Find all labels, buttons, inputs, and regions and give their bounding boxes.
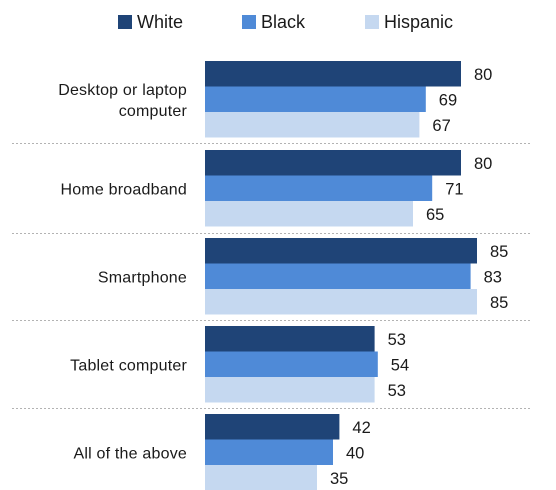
category-label-smartphone: Smartphone	[98, 269, 187, 286]
value-label-desktop-or-laptop-computer-hispanic: 67	[432, 117, 450, 135]
value-label-all-of-the-above-black: 40	[346, 444, 364, 462]
bar-all-of-the-above-white	[205, 414, 340, 440]
bar-home-broadband-hispanic	[205, 201, 413, 227]
legend-label-white: White	[137, 12, 183, 32]
bar-tablet-computer-black	[205, 351, 378, 377]
value-label-all-of-the-above-hispanic: 35	[330, 470, 348, 488]
bar-smartphone-black	[205, 263, 471, 289]
legend-swatch-hispanic	[365, 15, 379, 29]
legend-label-hispanic: Hispanic	[384, 12, 453, 32]
value-label-home-broadband-black: 71	[445, 180, 463, 198]
value-label-tablet-computer-hispanic: 53	[388, 382, 406, 400]
value-label-home-broadband-white: 80	[474, 155, 492, 173]
bar-desktop-or-laptop-computer-hispanic	[205, 112, 420, 138]
value-label-desktop-or-laptop-computer-black: 69	[439, 91, 457, 109]
bar-smartphone-white	[205, 238, 477, 264]
value-label-desktop-or-laptop-computer-white: 80	[474, 66, 492, 84]
bar-home-broadband-white	[205, 150, 461, 176]
value-label-tablet-computer-black: 54	[391, 356, 409, 374]
value-label-smartphone-black: 83	[484, 268, 502, 286]
value-label-tablet-computer-white: 53	[388, 331, 406, 349]
bars	[205, 61, 477, 490]
category-label-desktop-or-laptop-computer: Desktop or laptop computer	[58, 82, 187, 120]
bar-all-of-the-above-black	[205, 439, 333, 465]
bar-desktop-or-laptop-computer-white	[205, 61, 461, 87]
value-label-smartphone-white: 85	[490, 243, 508, 261]
bar-tablet-computer-white	[205, 326, 375, 352]
bar-all-of-the-above-hispanic	[205, 465, 317, 490]
category-labels: Desktop or laptop computer Home broadband S…	[58, 82, 187, 463]
bar-smartphone-hispanic	[205, 289, 477, 315]
bar-desktop-or-laptop-computer-black	[205, 86, 426, 112]
category-label-all-of-the-above: All of the above	[74, 445, 188, 462]
category-label-tablet-computer: Tablet computer	[70, 357, 187, 374]
category-label-home-broadband: Home broadband	[61, 181, 187, 198]
legend: White Black Hispanic	[118, 12, 453, 32]
legend-swatch-black	[242, 15, 256, 29]
value-label-all-of-the-above-white: 42	[352, 419, 370, 437]
legend-label-black: Black	[261, 12, 306, 32]
value-label-home-broadband-hispanic: 65	[426, 206, 444, 224]
bar-tablet-computer-hispanic	[205, 377, 375, 403]
bar-home-broadband-black	[205, 175, 433, 201]
value-label-smartphone-hispanic: 85	[490, 294, 508, 312]
legend-swatch-white	[118, 15, 132, 29]
